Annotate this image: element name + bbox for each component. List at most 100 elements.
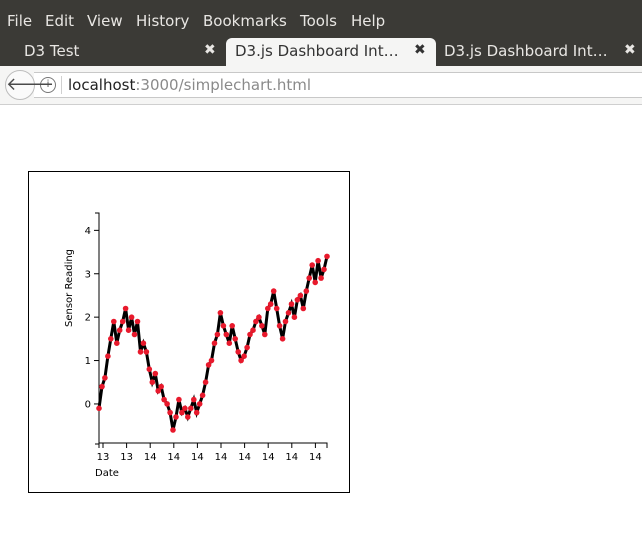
tab-title: D3 Test: [24, 42, 80, 60]
data-point: [193, 409, 200, 416]
data-point: [137, 349, 144, 355]
data-point: [244, 344, 250, 351]
data-point: [202, 379, 209, 385]
data-point: [164, 401, 170, 407]
back-button[interactable]: 🡐: [5, 70, 54, 100]
data-point: [238, 357, 244, 364]
data-point: [146, 366, 153, 372]
line-chart: 0 1 2 3 4 13 13 14 14 14 14 14 14 14 14 Sensor Readin…: [64, 212, 330, 479]
x-tick-label: 14: [167, 452, 180, 463]
menu-edit[interactable]: Edit: [45, 12, 75, 30]
y-axis: 0 1 2 3 4: [85, 212, 100, 445]
x-tick-label: 14: [215, 452, 228, 463]
tab-dashboard[interactable]: D3.js Dashboard Intr… ✖: [436, 38, 642, 66]
tab-d3-test[interactable]: D3 Test ✖: [0, 38, 226, 66]
x-tick-label: 13: [120, 452, 133, 463]
url-bar[interactable]: i localhost:3000/simplechart.html: [34, 72, 642, 98]
data-point: [116, 327, 123, 333]
data-point: [102, 375, 108, 381]
data-point: [318, 275, 324, 281]
data-point: [265, 305, 271, 312]
close-icon[interactable]: ✖: [624, 42, 636, 58]
data-point: [306, 275, 313, 281]
menu-bar: File Edit View History Bookmarks Tools H…: [0, 0, 642, 40]
data-point: [229, 323, 235, 329]
close-icon[interactable]: ✖: [204, 42, 216, 58]
data-point: [173, 414, 179, 420]
data-point: [158, 383, 164, 390]
x-tick-label: 14: [309, 452, 322, 463]
menu-help[interactable]: Help: [351, 12, 386, 30]
data-point: [259, 323, 265, 329]
data-point: [111, 318, 117, 325]
data-point: [262, 331, 268, 338]
tab-title: D3.js Dashboard Intr…: [444, 42, 612, 60]
data-point: [214, 331, 221, 338]
x-tick-label: 14: [144, 452, 157, 463]
data-point: [125, 327, 132, 333]
data-point: [250, 327, 256, 333]
url-path: :3000/simplechart.html: [135, 76, 312, 94]
data-point: [108, 336, 114, 342]
close-icon[interactable]: ✖: [414, 42, 426, 58]
menu-tools[interactable]: Tools: [300, 12, 337, 30]
data-point: [294, 297, 301, 303]
data-point: [96, 405, 102, 412]
data-point: [128, 314, 135, 320]
data-point: [324, 253, 330, 260]
x-tick-label: 14: [285, 452, 298, 463]
y-tick-label: 0: [85, 399, 91, 410]
data-point: [321, 266, 327, 273]
data-point: [220, 323, 227, 329]
data-point: [188, 405, 194, 412]
data-points: [96, 253, 330, 433]
data-point: [256, 314, 262, 320]
data-point: [270, 288, 277, 294]
data-point: [217, 310, 224, 316]
data-point: [247, 331, 253, 338]
data-point: [315, 257, 321, 264]
data-point: [267, 301, 274, 307]
data-point: [140, 340, 147, 346]
data-point: [273, 305, 280, 312]
data-point: [232, 336, 238, 342]
data-point: [161, 396, 167, 403]
menu-view[interactable]: View: [87, 12, 123, 30]
data-point: [176, 396, 182, 403]
x-axis-label: Date: [95, 468, 119, 479]
tab-dashboard-active[interactable]: D3.js Dashboard Intr… ✖: [226, 38, 436, 66]
menu-bookmarks[interactable]: Bookmarks: [203, 12, 287, 30]
data-point: [297, 292, 304, 299]
data-point: [253, 318, 259, 325]
tab-strip: D3 Test ✖ D3.js Dashboard Intr… ✖ D3.js …: [0, 36, 642, 66]
info-icon[interactable]: i: [40, 77, 56, 93]
data-point: [170, 427, 176, 433]
data-point: [282, 318, 289, 325]
data-point: [114, 340, 120, 346]
menu-file[interactable]: File: [7, 12, 33, 30]
data-point: [235, 349, 241, 355]
data-point: [191, 396, 197, 403]
x-axis-line: [98, 442, 328, 448]
data-point: [149, 379, 156, 385]
url-text[interactable]: localhost:3000/simplechart.html: [68, 76, 311, 94]
data-point: [167, 409, 173, 416]
x-tick-label: 14: [191, 452, 204, 463]
data-point: [303, 288, 310, 294]
data-point: [241, 353, 247, 359]
data-point: [199, 392, 206, 399]
data-point: [285, 310, 292, 316]
data-point: [205, 362, 212, 368]
data-point: [312, 279, 319, 286]
data-point: [196, 401, 203, 407]
menu-history[interactable]: History: [136, 12, 190, 30]
tab-title: D3.js Dashboard Intr…: [235, 42, 403, 60]
x-tick-label: 14: [262, 452, 275, 463]
data-point: [99, 383, 105, 390]
data-point: [288, 301, 295, 307]
data-point: [152, 370, 159, 377]
data-point: [131, 331, 138, 338]
y-tick-label: 3: [85, 269, 91, 280]
x-tick-label: 14: [238, 452, 251, 463]
data-point: [119, 318, 126, 325]
